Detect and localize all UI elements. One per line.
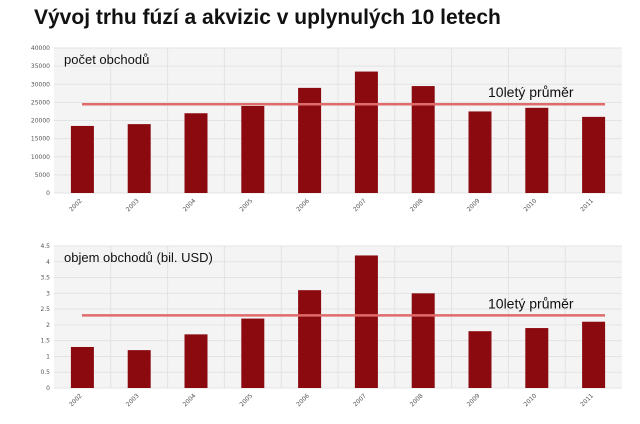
deal-volume-chart: 0 0.5 1 1.5 2 2.5 3 3.5 4 4.5 2002 2003 2004 2005 2006… — [40, 243, 622, 408]
y-tick-label: 1 — [46, 353, 50, 360]
bar-2004 — [184, 113, 208, 193]
bar-2005 — [241, 318, 265, 388]
y-tick-label: 5000 — [35, 172, 50, 179]
bar-2006 — [298, 290, 322, 388]
y-tick-label: 2 — [46, 322, 50, 329]
x-tick-label: 2011 — [579, 197, 595, 213]
y-tick-label: 0 — [46, 385, 50, 392]
chart-title: Vývoj trhu fúzí a akvizic v uplynulých 1… — [34, 6, 501, 29]
y-axis-label: počet obchodů — [64, 52, 149, 67]
x-tick-label: 2004 — [182, 392, 198, 408]
y-tick-label: 15000 — [31, 136, 50, 143]
bar-2003 — [127, 350, 151, 388]
bar-2007 — [354, 255, 378, 388]
x-tick-label: 2010 — [522, 197, 538, 213]
x-tick-label: 2009 — [466, 197, 482, 213]
bar-2009 — [468, 331, 492, 388]
y-tick-label: 40000 — [31, 45, 50, 52]
deal-count-chart: 0 5000 10000 15000 20000 25000 30000 35000 40000… — [31, 45, 622, 213]
y-tick-label: 10000 — [31, 154, 50, 161]
average-label: 10letý průměr — [488, 295, 574, 311]
bar-2002 — [70, 125, 94, 193]
bar-2008 — [411, 293, 435, 388]
bar-2010 — [525, 107, 549, 193]
x-tick-label: 2003 — [125, 392, 141, 408]
bar-2005 — [241, 106, 265, 193]
bar-2004 — [184, 334, 208, 388]
x-tick-label: 2009 — [466, 392, 482, 408]
x-tick-label: 2008 — [409, 392, 425, 408]
x-tick-label: 2007 — [352, 197, 368, 213]
y-tick-label: 3.5 — [40, 275, 50, 282]
average-label: 10letý průměr — [488, 84, 574, 100]
bar-2008 — [411, 86, 435, 193]
x-tick-label: 2006 — [295, 392, 311, 408]
x-tick-label: 2007 — [352, 392, 368, 408]
x-tick-label: 2008 — [409, 197, 425, 213]
x-tick-label: 2005 — [238, 197, 254, 213]
bar-2009 — [468, 111, 492, 193]
bar-2010 — [525, 328, 549, 388]
x-tick-label: 2010 — [522, 392, 538, 408]
bar-2002 — [70, 346, 94, 388]
x-tick-label: 2002 — [68, 392, 84, 408]
x-tick-label: 2005 — [238, 392, 254, 408]
y-tick-label: 3 — [46, 290, 50, 297]
x-tick-label: 2011 — [579, 392, 595, 408]
x-tick-label: 2002 — [68, 197, 84, 213]
x-tick-label: 2003 — [125, 197, 141, 213]
x-tick-label: 2006 — [295, 197, 311, 213]
bar-2003 — [127, 124, 151, 193]
y-tick-label: 1.5 — [40, 338, 50, 345]
y-tick-label: 35000 — [31, 63, 50, 70]
y-tick-label: 4.5 — [40, 243, 50, 250]
x-tick-label: 2004 — [182, 197, 198, 213]
y-tick-label: 25000 — [31, 99, 50, 106]
y-tick-label: 2.5 — [40, 306, 50, 313]
bar-2007 — [354, 71, 378, 193]
bar-2011 — [582, 116, 606, 193]
y-tick-label: 0 — [46, 190, 50, 197]
bar-2011 — [582, 321, 606, 388]
y-tick-label: 0.5 — [40, 369, 50, 376]
bar-2006 — [298, 87, 322, 193]
y-tick-label: 30000 — [31, 81, 50, 88]
y-tick-label: 4 — [46, 259, 50, 266]
y-axis-label: objem obchodů (bil. USD) — [64, 250, 213, 265]
y-tick-label: 20000 — [31, 118, 50, 125]
